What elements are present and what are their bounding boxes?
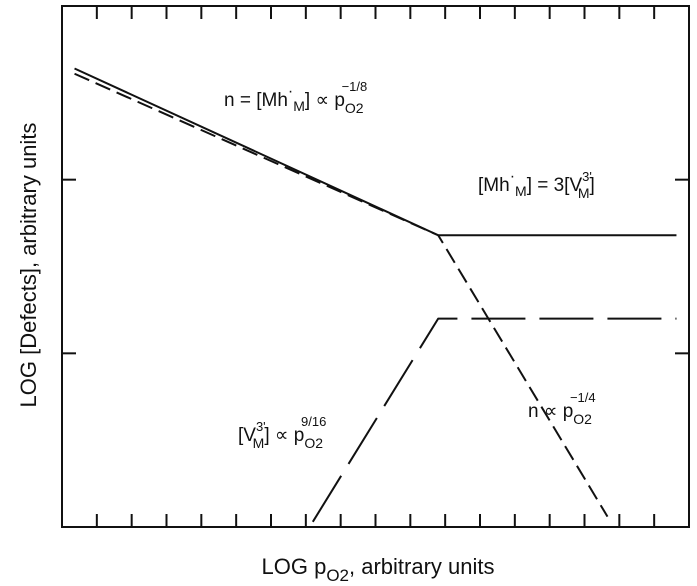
series-line-n — [74, 72, 609, 518]
y-axis-label: LOG [Defects], arbitrary units — [16, 123, 41, 408]
x-axis-label: LOG pO2, arbitrary units — [262, 554, 495, 585]
series-line-vm — [311, 317, 677, 523]
series-line-mh — [74, 67, 677, 237]
annotation-n-mh: n = [Mh·M] ∝ pO2−1/8 — [224, 79, 367, 116]
plot-frame — [61, 5, 690, 528]
annotation-mh-equals-vm: [Mh·M] = 3[V3' M] — [478, 168, 595, 201]
annotation-n-quarter: n ∝ pO2−1/4 — [528, 390, 596, 427]
annotation-vm: [V3' M] ∝ pO29/16 — [238, 414, 326, 451]
